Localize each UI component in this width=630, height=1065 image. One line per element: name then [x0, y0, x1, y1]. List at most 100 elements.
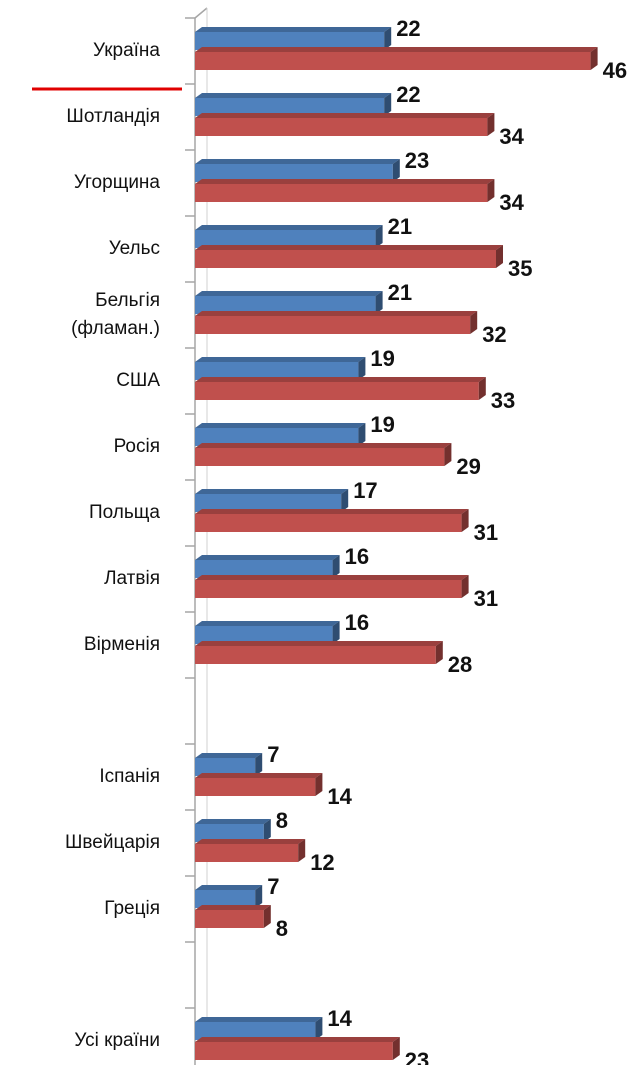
- bar-top: [195, 377, 486, 382]
- bar-side: [461, 509, 469, 532]
- category-label: Угорщина: [74, 172, 161, 193]
- bar-side: [496, 245, 503, 268]
- bar-front: [195, 580, 462, 598]
- bar: [195, 489, 349, 512]
- category-label: Швейцарія: [65, 832, 160, 853]
- bar-side: [444, 443, 452, 466]
- bar-side: [358, 423, 366, 446]
- value-label: 31: [474, 520, 498, 545]
- bar-front: [195, 1022, 316, 1040]
- bar: [195, 753, 263, 776]
- bar-front: [195, 316, 471, 334]
- bar-front: [195, 362, 359, 380]
- value-label: 8: [276, 808, 288, 833]
- bar-side: [255, 885, 263, 908]
- category-label: Іспанія: [99, 766, 160, 787]
- bar-front: [195, 844, 299, 862]
- bar-side: [298, 839, 306, 862]
- bar-front: [195, 494, 342, 512]
- value-label: 35: [508, 256, 532, 281]
- bar: [195, 377, 486, 400]
- bar-side: [470, 311, 478, 334]
- value-label: 32: [482, 322, 506, 347]
- value-label: 12: [310, 850, 334, 875]
- bar-side: [263, 819, 271, 842]
- bar-side: [315, 773, 323, 796]
- bar-side: [590, 47, 598, 70]
- category-label: Уельс: [109, 238, 160, 259]
- bar-front: [195, 514, 462, 532]
- bar-top: [195, 159, 400, 164]
- category-label: Шотландія: [66, 106, 160, 127]
- bar: [195, 575, 469, 598]
- bar-side: [478, 377, 486, 400]
- bar: [195, 27, 392, 50]
- bar-top: [195, 357, 366, 362]
- value-label: 16: [345, 544, 369, 569]
- value-label: 34: [499, 124, 524, 149]
- axis-depth: [194, 7, 208, 19]
- value-label: 23: [405, 1048, 429, 1065]
- bar-front: [195, 428, 359, 446]
- bar-front: [195, 230, 376, 248]
- value-label: 22: [396, 82, 420, 107]
- category-label: Вірменія: [84, 634, 160, 655]
- bar-front: [195, 184, 488, 202]
- bar: [195, 773, 323, 796]
- bar-front: [195, 448, 445, 466]
- category-label: Україна: [93, 40, 160, 61]
- bar: [195, 179, 495, 202]
- bar: [195, 1017, 323, 1040]
- bar-top: [195, 291, 383, 296]
- value-label: 23: [405, 148, 429, 173]
- bar: [195, 311, 478, 334]
- bar-front: [195, 646, 436, 664]
- bar-top: [195, 621, 340, 626]
- bar-front: [195, 758, 256, 776]
- bar: [195, 47, 598, 70]
- bar-side: [255, 753, 263, 776]
- bar-front: [195, 778, 316, 796]
- bar: [195, 839, 306, 862]
- value-label: 19: [370, 412, 394, 437]
- bar-top: [195, 509, 469, 514]
- value-label: 19: [370, 346, 394, 371]
- bar: [195, 159, 400, 182]
- category-label: Усі країни: [74, 1030, 160, 1051]
- bar-top: [195, 575, 469, 580]
- bar: [195, 885, 263, 908]
- bar-top: [195, 1017, 323, 1022]
- bar-front: [195, 560, 333, 578]
- bar: [195, 509, 469, 532]
- bar: [195, 245, 503, 268]
- bar-side: [332, 555, 340, 578]
- value-label: 21: [388, 280, 412, 305]
- bar: [195, 621, 340, 644]
- bar-side: [341, 489, 349, 512]
- bar-side: [263, 905, 271, 928]
- bar-side: [461, 575, 469, 598]
- bar-top: [195, 27, 392, 32]
- bar: [195, 641, 443, 664]
- bar-side: [392, 1037, 400, 1060]
- bar: [195, 113, 495, 136]
- category-label: Латвія: [104, 568, 160, 589]
- bar-top: [195, 839, 306, 844]
- bar-top: [195, 443, 452, 448]
- bar: [195, 225, 383, 248]
- value-label: 33: [491, 388, 515, 413]
- bar-top: [195, 311, 478, 316]
- bar-side: [375, 225, 383, 248]
- bar-side: [384, 93, 392, 116]
- bar-top: [195, 555, 340, 560]
- category-label: Греція: [104, 898, 160, 919]
- bar-top: [195, 245, 503, 250]
- value-label: 22: [396, 16, 420, 41]
- bar-top: [195, 225, 383, 230]
- value-label: 7: [267, 874, 279, 899]
- bar: [195, 423, 366, 446]
- value-label: 7: [267, 742, 279, 767]
- bar-side: [487, 179, 495, 202]
- value-label: 14: [327, 784, 352, 809]
- bar: [195, 443, 452, 466]
